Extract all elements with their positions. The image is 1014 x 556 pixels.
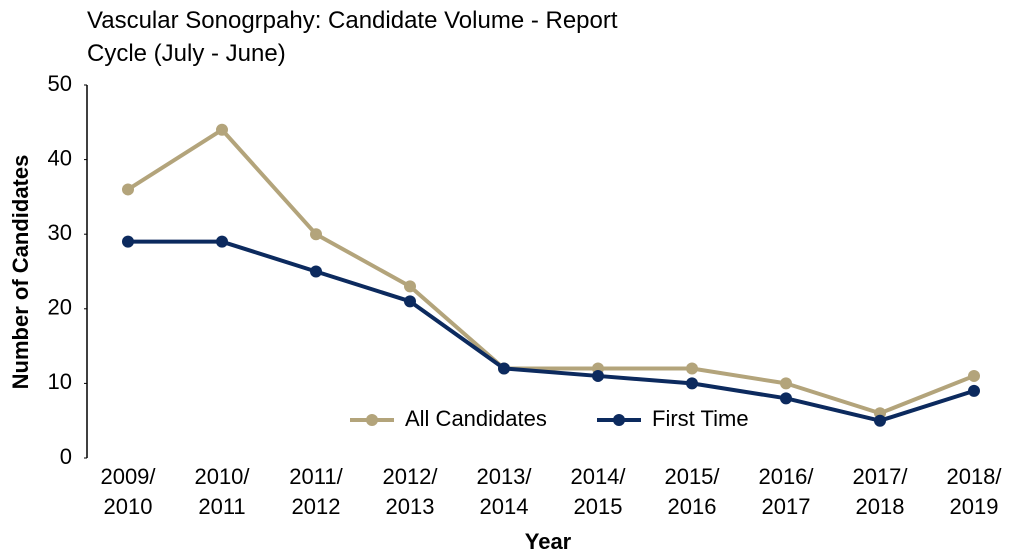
data-point: [780, 392, 792, 405]
legend-label: First Time: [652, 406, 749, 431]
y-axis-label: Number of Candidates: [8, 155, 33, 390]
data-point: [968, 369, 980, 382]
y-tick-label: 30: [48, 220, 72, 245]
y-tick-label: 0: [60, 444, 72, 469]
data-point: [686, 377, 698, 390]
data-point: [122, 235, 134, 248]
x-tick-label: 2016/2017: [758, 464, 814, 519]
data-point: [216, 123, 228, 136]
y-tick-label: 40: [48, 145, 72, 170]
data-point: [310, 265, 322, 278]
x-tick-label: 2017/2018: [852, 464, 908, 519]
x-tick-label: 2011/2012: [289, 464, 343, 519]
data-point: [404, 280, 416, 293]
data-point: [404, 295, 416, 308]
x-axis-label: Year: [525, 529, 572, 554]
legend-label: All Candidates: [405, 406, 547, 431]
y-tick-label: 20: [48, 295, 72, 320]
y-tick-label: 50: [48, 71, 72, 96]
legend-marker: [613, 414, 625, 426]
chart-title: Vascular Sonogrpahy: Candidate Volume - …: [87, 7, 624, 67]
x-tick-label: 2010/2011: [194, 464, 250, 519]
data-point: [780, 377, 792, 390]
y-tick-label: 10: [48, 369, 72, 394]
legend-marker: [366, 414, 378, 426]
x-tick-label: 2009/2010: [100, 464, 156, 519]
data-point: [686, 362, 698, 375]
data-point: [122, 183, 134, 196]
x-tick-label: 2013/2014: [476, 464, 532, 519]
data-point: [968, 384, 980, 397]
data-point: [310, 228, 322, 241]
data-point: [216, 235, 228, 248]
data-point: [592, 369, 604, 382]
x-tick-label: 2015/2016: [664, 464, 720, 519]
data-point: [874, 414, 886, 427]
x-tick-label: 2014/2015: [570, 464, 626, 519]
x-tick-label: 2018/2019: [946, 464, 1002, 519]
series-line: [128, 239, 975, 423]
x-tick-label: 2012/2013: [382, 464, 438, 519]
series-line: [126, 127, 975, 416]
data-point: [498, 362, 510, 375]
